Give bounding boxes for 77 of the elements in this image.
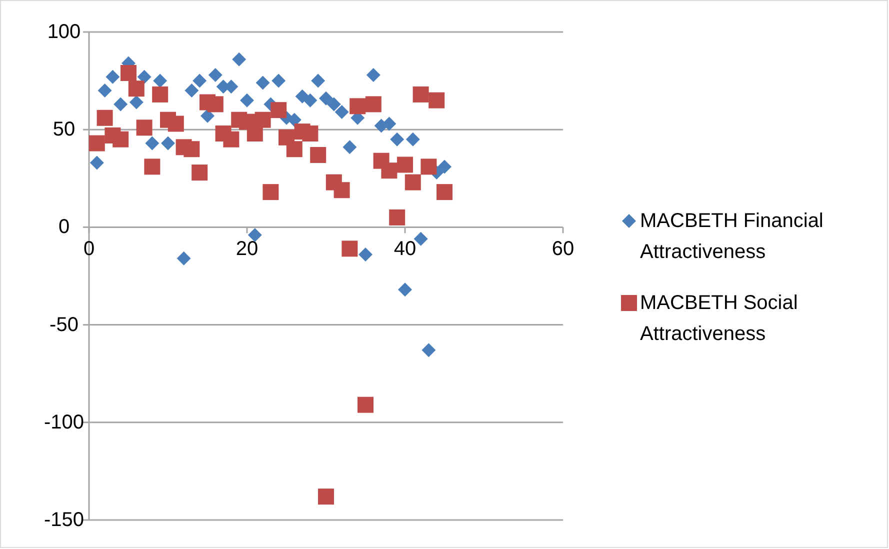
point — [318, 488, 334, 505]
x-tick-label: 60 — [552, 238, 574, 260]
point — [334, 182, 350, 198]
point — [208, 68, 222, 82]
point — [342, 140, 357, 154]
point — [120, 64, 136, 81]
point — [412, 86, 429, 102]
point — [137, 70, 152, 84]
point — [310, 146, 326, 163]
x-tick-label: 20 — [236, 238, 258, 260]
point — [350, 98, 366, 114]
point — [176, 251, 191, 266]
y-tick-label: -50 — [50, 314, 78, 336]
point — [129, 95, 144, 110]
point — [112, 131, 129, 148]
point — [390, 132, 404, 146]
point — [438, 160, 452, 174]
y-tick-label: -150 — [44, 509, 84, 531]
y-tick-label: 50 — [52, 118, 76, 141]
point — [302, 126, 318, 142]
point — [389, 209, 406, 226]
point — [184, 141, 200, 158]
point — [436, 184, 452, 200]
point — [334, 105, 349, 120]
point — [326, 97, 341, 112]
point — [311, 74, 326, 88]
point — [420, 158, 437, 175]
point — [161, 136, 175, 150]
point — [96, 110, 113, 126]
point — [358, 248, 372, 262]
point — [254, 112, 271, 128]
point — [406, 132, 420, 146]
point — [88, 135, 105, 152]
point — [365, 96, 382, 112]
point — [184, 84, 199, 98]
point — [382, 116, 396, 131]
point — [240, 93, 254, 108]
point — [248, 228, 262, 242]
y-tick-label: 0 — [58, 216, 70, 238]
point — [262, 184, 279, 200]
x-tick-label: 40 — [394, 238, 416, 260]
point — [414, 232, 428, 246]
point — [270, 102, 287, 118]
point — [136, 120, 152, 136]
point — [256, 76, 270, 90]
point — [207, 96, 224, 112]
point — [404, 174, 421, 190]
y-tick-label: -100 — [44, 411, 84, 434]
point — [428, 92, 445, 108]
point — [232, 52, 246, 66]
point — [319, 91, 333, 106]
point — [286, 141, 302, 158]
point — [98, 84, 112, 98]
point — [422, 343, 436, 358]
legend-label: MACBETH Social Attractiveness — [640, 292, 798, 345]
point — [366, 68, 380, 82]
point — [153, 74, 168, 88]
y-tick-label: 100 — [47, 21, 81, 43]
point — [246, 126, 263, 142]
point — [114, 97, 128, 112]
point — [272, 74, 286, 88]
point — [223, 131, 240, 148]
point — [90, 156, 104, 170]
legend-label: MACBETH Financial Attractiveness — [640, 210, 824, 263]
point — [152, 86, 168, 102]
point — [398, 282, 412, 297]
point — [200, 108, 214, 123]
point — [342, 240, 358, 257]
point — [303, 93, 318, 108]
point — [192, 164, 208, 181]
point — [397, 156, 413, 173]
point — [192, 74, 207, 88]
point — [144, 158, 160, 175]
point — [358, 396, 374, 413]
point — [106, 70, 120, 84]
point — [145, 136, 160, 150]
point — [128, 80, 144, 97]
